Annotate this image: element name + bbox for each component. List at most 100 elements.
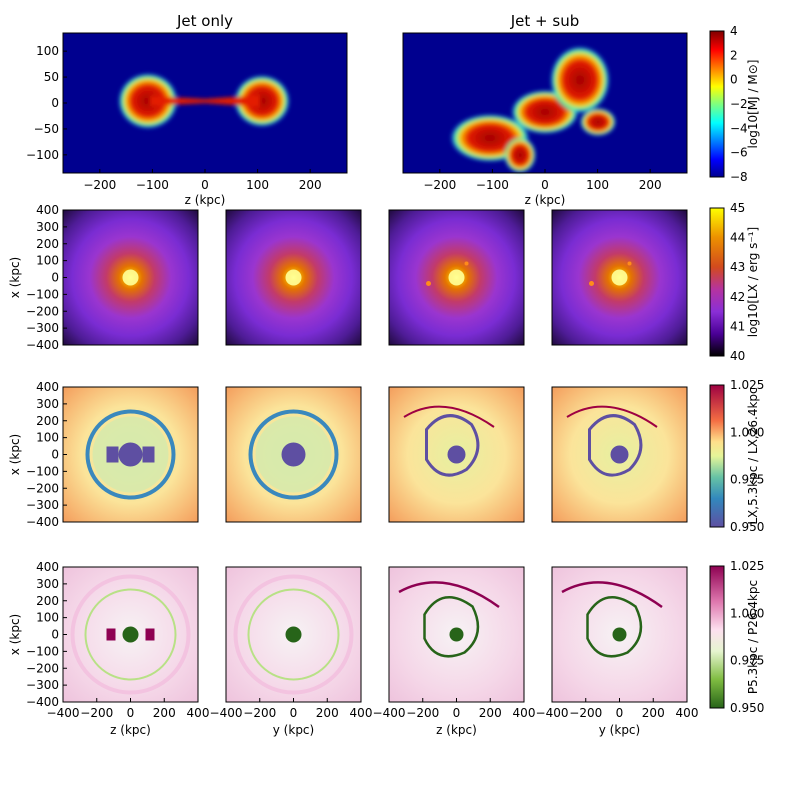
lratio-colorbar [709,384,725,528]
luminosity-ratio-panel-1 [62,386,199,523]
x-tick-label: −200 [569,706,602,720]
x-tick-label: 200 [153,706,176,720]
xray-luminosity-panel-2 [225,209,362,346]
x-tick-label: −200 [83,178,116,192]
colorbar-label: P5.3kpc / P26.4kpc [746,580,760,694]
y-tick-label: −200 [26,304,59,318]
xray-luminosity-panel-3 [388,209,525,346]
y-axis-label: x (kpc) [8,257,22,298]
y-tick-label: 0 [51,271,59,285]
x-tick-label: 200 [479,706,502,720]
y-tick-label: −50 [34,122,59,136]
x-axis-label: y (kpc) [599,723,640,737]
colorbar-tick-label: 2 [730,48,738,62]
x-tick-label: −100 [136,178,169,192]
y-tick-label: −400 [26,695,59,709]
colorbar-tick-label: 43 [730,260,745,274]
x-axis-label: z (kpc) [110,723,151,737]
y-tick-label: 0 [51,448,59,462]
colorbar-tick-label: −4 [730,121,748,135]
jet-mass-row: Jet only Jet + sub [62,12,725,178]
colorbar-tick-label: 1.025 [730,559,764,573]
x-tick-label: 400 [350,706,373,720]
pressure-ratio-panel-3 [388,566,525,703]
luminosity-ratio-panel-2 [225,386,362,523]
panel-title-jet-sub: Jet + sub [510,12,579,30]
y-tick-label: −100 [26,148,59,162]
x-tick-label: 0 [290,706,298,720]
colorbar-tick-label: 1.025 [730,378,764,392]
y-axis-label: x (kpc) [8,434,22,475]
colorbar-tick-label: 1.000 [730,425,764,439]
x-tick-label: −100 [476,178,509,192]
y-tick-label: 300 [36,397,59,411]
y-tick-label: 300 [36,577,59,591]
luminosity-ratio-panel-3 [388,386,525,523]
colorbar-label: log10[MJ / M⊙] [746,60,760,149]
x-tick-label: 100 [586,178,609,192]
x-tick-label: 200 [299,178,322,192]
x-tick-label: −200 [423,178,456,192]
x-tick-label: 100 [246,178,269,192]
colorbar-tick-label: 0.950 [730,520,764,534]
colorbar-tick-label: 1.000 [730,606,764,620]
colorbar-tick-label: 0.975 [730,654,764,668]
y-tick-label: 100 [36,431,59,445]
lx-colorbar [709,207,725,357]
colorbar-tick-label: 45 [730,201,745,215]
y-axis-label: x (kpc) [8,614,22,655]
x-tick-label: −400 [210,706,243,720]
y-tick-label: 300 [36,220,59,234]
y-tick-label: 200 [36,237,59,251]
y-tick-label: −200 [26,661,59,675]
y-tick-label: 50 [44,70,59,84]
x-tick-label: −200 [406,706,439,720]
x-tick-label: 400 [513,706,536,720]
xray-luminosity-panel-1 [62,209,199,346]
y-tick-label: 100 [36,611,59,625]
x-tick-label: 200 [639,178,662,192]
x-tick-label: 0 [201,178,209,192]
colorbar-label: LX,5.3kpc / LX,26.4kpc [746,387,760,524]
colorbar-tick-label: 44 [730,231,745,245]
y-tick-label: −400 [26,515,59,529]
x-tick-label: 200 [316,706,339,720]
colorbar-tick-label: 40 [730,349,745,363]
pressure-ratio-panel-4 [551,566,688,703]
mass-colorbar [709,30,725,178]
x-tick-label: −200 [243,706,276,720]
jet-only-mass-panel [62,32,348,174]
x-tick-label: 0 [453,706,461,720]
y-tick-label: 100 [36,254,59,268]
map-panels [62,209,688,703]
pressure-ratio-panel-1 [62,566,199,703]
x-tick-label: −400 [536,706,569,720]
x-tick-label: 400 [676,706,699,720]
x-tick-label: 0 [616,706,624,720]
x-tick-label: 400 [187,706,210,720]
x-tick-label: 0 [541,178,549,192]
y-tick-label: 200 [36,594,59,608]
colorbar-tick-label: −2 [730,97,748,111]
colorbar-tick-label: −8 [730,170,748,184]
y-tick-label: 100 [36,44,59,58]
y-tick-label: −100 [26,287,59,301]
y-tick-label: 0 [51,96,59,110]
y-tick-label: −100 [26,464,59,478]
colorbar-tick-label: 0 [730,73,738,87]
x-axis-label: z (kpc) [185,193,226,207]
colorbar-tick-label: 42 [730,290,745,304]
y-tick-label: −100 [26,644,59,658]
x-axis-label: z (kpc) [436,723,477,737]
y-tick-label: −300 [26,321,59,335]
jet-sub-mass-panel [402,32,688,174]
y-tick-label: 0 [51,628,59,642]
xray-luminosity-panel-4 [551,209,688,346]
colorbar-tick-label: 41 [730,319,745,333]
x-tick-label: 200 [642,706,665,720]
y-tick-label: −200 [26,481,59,495]
y-tick-label: 400 [36,203,59,217]
y-tick-label: 200 [36,414,59,428]
